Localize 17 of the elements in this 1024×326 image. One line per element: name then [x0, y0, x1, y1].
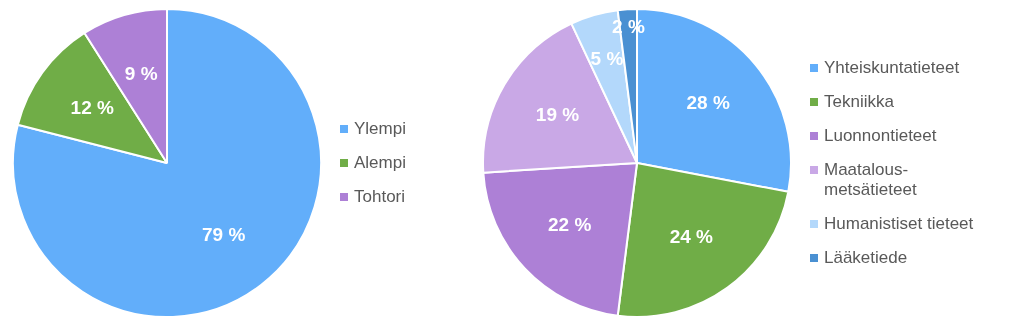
legend-label: Ylempi [354, 119, 406, 139]
legend-label: Tekniikka [824, 92, 894, 112]
data-label: 19 % [535, 104, 580, 126]
data-label: 79 % [201, 224, 246, 246]
data-label: 24 % [669, 225, 714, 247]
legend-label: Alempi [354, 153, 406, 173]
data-label: 5 % [590, 47, 624, 69]
legend-label: Maatalous-metsätieteet [824, 160, 918, 200]
legend-label: Lääketiede [824, 248, 908, 268]
data-label: 9 % [124, 62, 158, 84]
data-label: 22 % [547, 214, 592, 236]
data-label: 28 % [686, 92, 730, 114]
legend-label: Tohtori [354, 187, 406, 207]
legend-label: Luonnontieteet [824, 126, 937, 146]
data-label: 12 % [70, 96, 114, 118]
legend-label: Humanistiset tieteet [824, 214, 974, 234]
legend-label: Yhteiskuntatieteet [824, 58, 960, 78]
